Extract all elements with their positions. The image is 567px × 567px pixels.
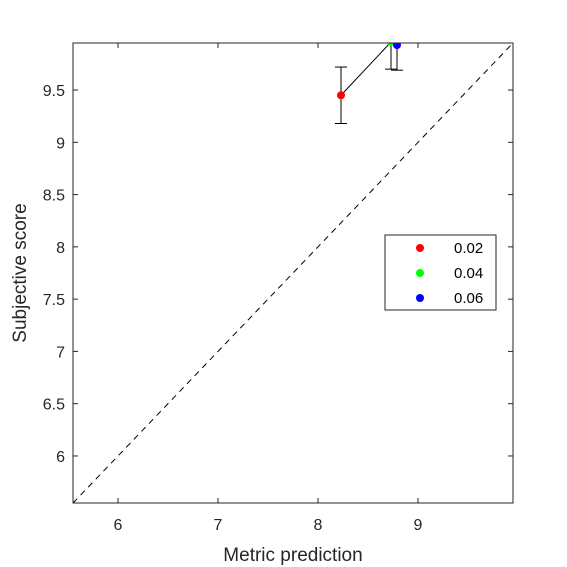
legend-marker-0.02	[416, 244, 424, 252]
plot-content	[73, 43, 513, 503]
legend-marker-0.04	[416, 269, 424, 277]
y-axis-title: Subjective score	[10, 203, 31, 342]
x-tick-label-0: 6	[114, 517, 123, 534]
y-tick-label-2: 7	[56, 344, 65, 361]
legend-label-0.06: 0.06	[454, 290, 483, 307]
y-tick-label-0: 6	[56, 449, 65, 466]
x-tick-label-1: 7	[214, 517, 223, 534]
y-tick-label-7: 9.5	[43, 83, 65, 100]
legend: 0.02 0.04 0.06	[384, 234, 497, 311]
plot-frame	[72, 42, 514, 504]
data-point-0.06	[393, 43, 401, 50]
legend-marker-0.06	[416, 294, 424, 302]
x-axis-title: Metric prediction	[223, 545, 362, 566]
legend-label-0.04: 0.04	[454, 265, 483, 282]
reference-line	[73, 43, 513, 503]
legend-label-0.02: 0.02	[454, 240, 483, 257]
legend-box	[384, 234, 497, 311]
data-point-0.02	[337, 91, 345, 100]
y-tick-label-5: 8.5	[43, 188, 65, 205]
y-tick-label-6: 9	[56, 135, 65, 152]
data-point-0.04	[387, 43, 395, 46]
x-tick-label-2: 8	[314, 517, 323, 534]
y-tick-label-3: 7.5	[43, 292, 65, 309]
x-tick-label-3: 9	[414, 517, 423, 534]
y-tick-label-1: 6.5	[43, 397, 65, 414]
y-tick-label-4: 8	[56, 240, 65, 257]
axis-ticks: 6 7 8 9 6 6.5 7 7.5 8 8.5 9 9.5	[43, 43, 513, 534]
